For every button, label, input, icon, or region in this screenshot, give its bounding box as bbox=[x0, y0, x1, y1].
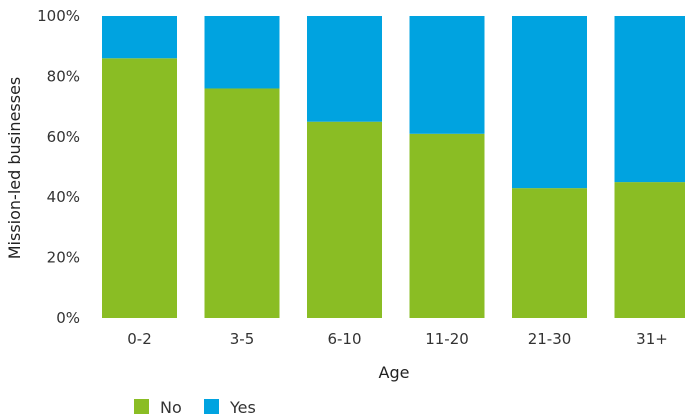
legend: No Yes bbox=[134, 398, 256, 414]
x-tick-label: 21-30 bbox=[528, 330, 572, 348]
bar-yes-0-2 bbox=[102, 16, 177, 58]
legend-label-yes: Yes bbox=[229, 398, 256, 414]
x-tick-label: 11-20 bbox=[425, 330, 469, 348]
legend-swatch-yes bbox=[204, 399, 219, 414]
y-tick-label: 20% bbox=[47, 249, 80, 267]
bar-no-0-2 bbox=[102, 58, 177, 318]
bar-no-21-30 bbox=[512, 188, 587, 318]
bars bbox=[102, 16, 685, 318]
bar-no-11-20 bbox=[410, 134, 485, 318]
x-axis-ticks: 0-2 3-5 6-10 11-20 21-30 31+ bbox=[127, 330, 668, 348]
x-axis-label: Age bbox=[379, 363, 410, 382]
y-axis-label: Mission-led businesses bbox=[5, 77, 24, 260]
x-tick-label: 0-2 bbox=[127, 330, 152, 348]
bar-no-31+ bbox=[615, 182, 685, 318]
x-tick-label: 31+ bbox=[636, 330, 668, 348]
y-tick-label: 80% bbox=[47, 67, 80, 85]
y-tick-label: 100% bbox=[37, 7, 80, 25]
x-tick-label: 3-5 bbox=[230, 330, 255, 348]
bar-yes-21-30 bbox=[512, 16, 587, 188]
bar-no-6-10 bbox=[307, 122, 382, 318]
y-tick-label: 60% bbox=[47, 128, 80, 146]
x-tick-label: 6-10 bbox=[327, 330, 361, 348]
y-tick-label: 0% bbox=[56, 309, 80, 327]
bar-yes-3-5 bbox=[205, 16, 280, 88]
bar-yes-31+ bbox=[615, 16, 685, 182]
y-tick-label: 40% bbox=[47, 188, 80, 206]
bar-yes-6-10 bbox=[307, 16, 382, 122]
y-axis-ticks: 0% 20% 40% 60% 80% 100% bbox=[37, 7, 80, 327]
bar-no-3-5 bbox=[205, 88, 280, 318]
legend-label-no: No bbox=[160, 398, 182, 414]
bar-yes-11-20 bbox=[410, 16, 485, 134]
legend-swatch-no bbox=[134, 399, 149, 414]
